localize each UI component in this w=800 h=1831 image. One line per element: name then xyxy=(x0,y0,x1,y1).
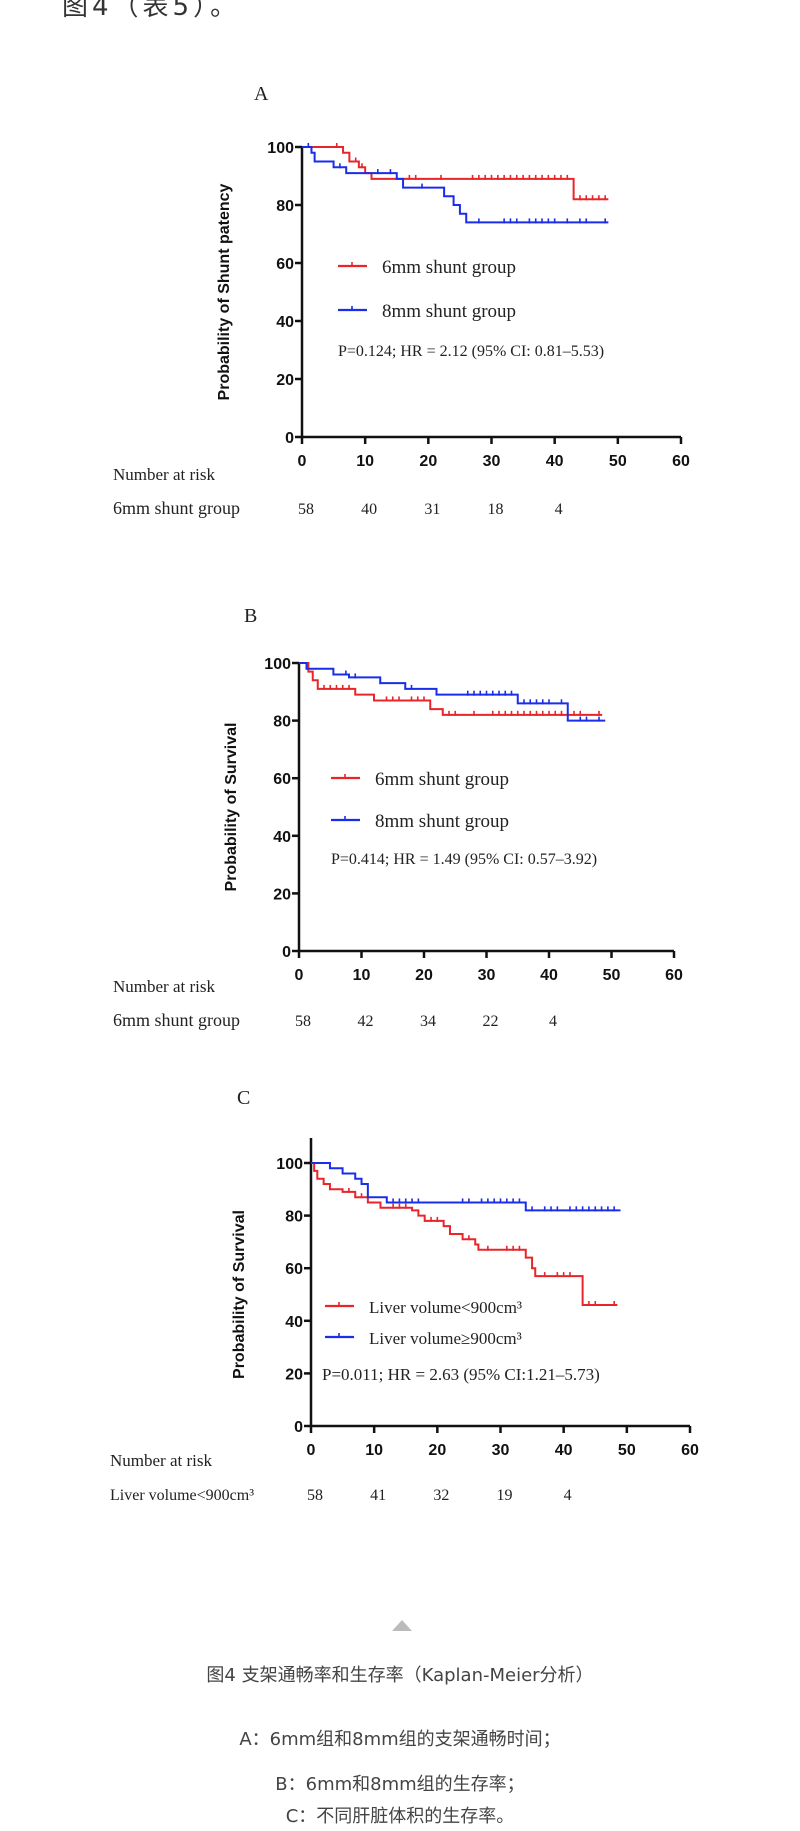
chart-b-survival: B 0 10 20 30 40 50 60 0 20 40 60 80 100 Probability of… xyxy=(113,605,683,1030)
risk-row-label: 6mm shunt group xyxy=(113,1010,240,1030)
x-tick-label: 0 xyxy=(298,453,307,470)
caption-line-a: A：6mm组和8mm组的支架通畅时间； xyxy=(239,1729,561,1750)
caption-line-b: B：6mm和8mm组的生存率； xyxy=(275,1774,525,1795)
caption-line-c: C：不同肝脏体积的生存率。 xyxy=(285,1806,515,1827)
legend-label: Liver volume≥900cm³ xyxy=(369,1329,522,1348)
risk-value: 4 xyxy=(564,1487,572,1504)
caption-collapse-triangle-icon[interactable] xyxy=(392,1620,412,1631)
x-tick-label: 0 xyxy=(295,967,304,984)
y-tick-label: 60 xyxy=(273,771,291,788)
y-tick-label: 20 xyxy=(276,372,294,389)
x-tick-label: 60 xyxy=(672,453,690,470)
y-tick-label: 0 xyxy=(282,944,291,961)
x-tick-label: 10 xyxy=(353,967,371,984)
y-tick-label: 100 xyxy=(264,656,291,673)
risk-value: 42 xyxy=(358,1013,374,1030)
x-tick-label: 50 xyxy=(603,967,621,984)
x-tick-label: 20 xyxy=(428,1442,446,1459)
risk-value: 4 xyxy=(549,1013,557,1030)
y-tick-label: 100 xyxy=(276,1156,303,1173)
risk-value: 18 xyxy=(488,501,504,518)
x-tick-label: 60 xyxy=(665,967,683,984)
risk-value: 31 xyxy=(424,501,440,518)
y-tick-label: 40 xyxy=(273,829,291,846)
x-tick-label: 40 xyxy=(546,453,564,470)
x-tick-label: 60 xyxy=(681,1442,699,1459)
figure-caption-title: 图4 支架通畅率和生存率（Kaplan-Meier分析） xyxy=(206,1665,594,1686)
y-tick-label: 80 xyxy=(276,198,294,215)
panel-letter: A xyxy=(254,83,269,105)
y-tick-label: 60 xyxy=(276,256,294,273)
x-tick-label: 20 xyxy=(419,453,437,470)
risk-value: 58 xyxy=(307,1487,323,1504)
risk-value: 22 xyxy=(483,1013,499,1030)
y-axis-label: Probability of Shunt patency xyxy=(216,183,233,400)
km-curve-blue xyxy=(299,662,606,722)
y-tick-label: 0 xyxy=(285,430,294,447)
risk-value: 4 xyxy=(555,501,563,518)
top-paragraph-text: 图4（表5）。 xyxy=(62,0,241,22)
panel-letter: C xyxy=(237,1087,250,1109)
km-curve-red xyxy=(311,1162,618,1307)
risk-table-header: Number at risk xyxy=(113,465,215,484)
legend-label: 6mm shunt group xyxy=(382,257,516,278)
legend-label: 6mm shunt group xyxy=(375,769,509,790)
x-tick-label: 30 xyxy=(492,1442,510,1459)
x-tick-label: 20 xyxy=(415,967,433,984)
chart-a-patency: A 0 10 20 30 40 50 60 0 20 40 60 80 100 Probability of… xyxy=(113,83,690,518)
risk-row-label: 6mm shunt group xyxy=(113,498,240,518)
risk-value: 58 xyxy=(298,501,314,518)
risk-value: 58 xyxy=(295,1013,311,1030)
legend-label: Liver volume<900cm³ xyxy=(369,1298,522,1317)
km-curve-red xyxy=(299,662,603,716)
x-tick-label: 50 xyxy=(609,453,627,470)
x-tick-label: 0 xyxy=(307,1442,316,1459)
risk-value: 41 xyxy=(370,1487,386,1504)
y-tick-label: 60 xyxy=(285,1261,303,1278)
km-curve-red xyxy=(302,146,609,201)
y-tick-label: 40 xyxy=(276,314,294,331)
y-tick-label: 20 xyxy=(285,1366,303,1383)
y-tick-label: 20 xyxy=(273,886,291,903)
km-curve-blue xyxy=(311,1162,621,1212)
y-tick-label: 80 xyxy=(285,1209,303,1226)
risk-value: 32 xyxy=(433,1487,449,1504)
x-tick-label: 40 xyxy=(540,967,558,984)
stats-annotation: P=0.414; HR = 1.49 (95% CI: 0.57–3.92) xyxy=(331,851,597,868)
panel-letter: B xyxy=(244,605,257,627)
y-axis-label: Probability of Survival xyxy=(223,723,240,892)
stats-annotation: P=0.011; HR = 2.63 (95% CI:1.21–5.73) xyxy=(322,1365,600,1384)
x-tick-label: 30 xyxy=(483,453,501,470)
legend-label: 8mm shunt group xyxy=(382,301,516,322)
risk-row-label: Liver volume<900cm³ xyxy=(110,1487,254,1504)
km-curve-blue xyxy=(302,146,609,224)
y-tick-label: 80 xyxy=(273,714,291,731)
x-tick-label: 40 xyxy=(555,1442,573,1459)
risk-value: 34 xyxy=(420,1013,436,1030)
risk-value: 40 xyxy=(361,501,377,518)
risk-table-header: Number at risk xyxy=(113,977,215,996)
y-tick-label: 0 xyxy=(294,1419,303,1436)
chart-c-liver-volume: C 0 10 20 30 40 50 60 0 20 40 60 80 100 Probability of… xyxy=(110,1087,699,1504)
x-tick-label: 30 xyxy=(478,967,496,984)
y-axis-label: Probability of Survival xyxy=(231,1210,248,1379)
x-tick-label: 10 xyxy=(356,453,374,470)
x-tick-label: 10 xyxy=(365,1442,383,1459)
x-tick-label: 50 xyxy=(618,1442,636,1459)
risk-table-header: Number at risk xyxy=(110,1451,212,1470)
risk-value: 19 xyxy=(497,1487,513,1504)
y-tick-label: 40 xyxy=(285,1314,303,1331)
legend-label: 8mm shunt group xyxy=(375,811,509,832)
stats-annotation: P=0.124; HR = 2.12 (95% CI: 0.81–5.53) xyxy=(338,343,604,360)
y-tick-label: 100 xyxy=(267,140,294,157)
